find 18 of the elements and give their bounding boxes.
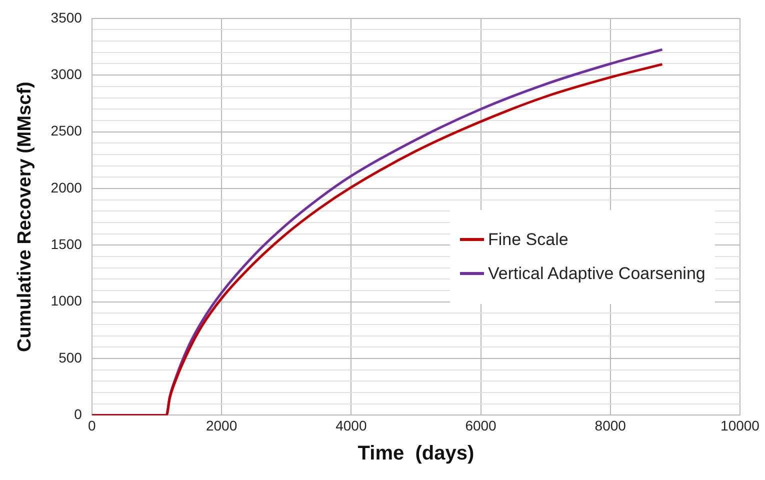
y-tick-label: 2000: [50, 179, 82, 196]
y-tick-label: 1000: [50, 292, 82, 309]
x-tick-label: 10000: [720, 417, 760, 434]
x-tick-label: 4000: [336, 417, 367, 434]
legend-label: Vertical Adaptive Coarsening: [488, 264, 706, 284]
x-axis-title: Time (days): [358, 442, 474, 465]
y-tick-label: 0: [74, 406, 82, 422]
x-tick-label: 2000: [206, 417, 238, 434]
y-tick-label: 2500: [50, 122, 82, 139]
legend-label: Fine Scale: [488, 230, 568, 250]
y-tick-label: 3000: [50, 66, 82, 82]
y-axis-title: Cumulative Recovery (MMscf): [14, 82, 36, 352]
x-tick-label: 6000: [465, 417, 497, 434]
x-tick-label: 8000: [594, 417, 626, 434]
y-tick-label: 1500: [50, 236, 82, 252]
y-tick-label: 500: [58, 349, 82, 366]
x-tick-label: 0: [88, 417, 96, 434]
y-tick-label: 3500: [50, 9, 82, 26]
